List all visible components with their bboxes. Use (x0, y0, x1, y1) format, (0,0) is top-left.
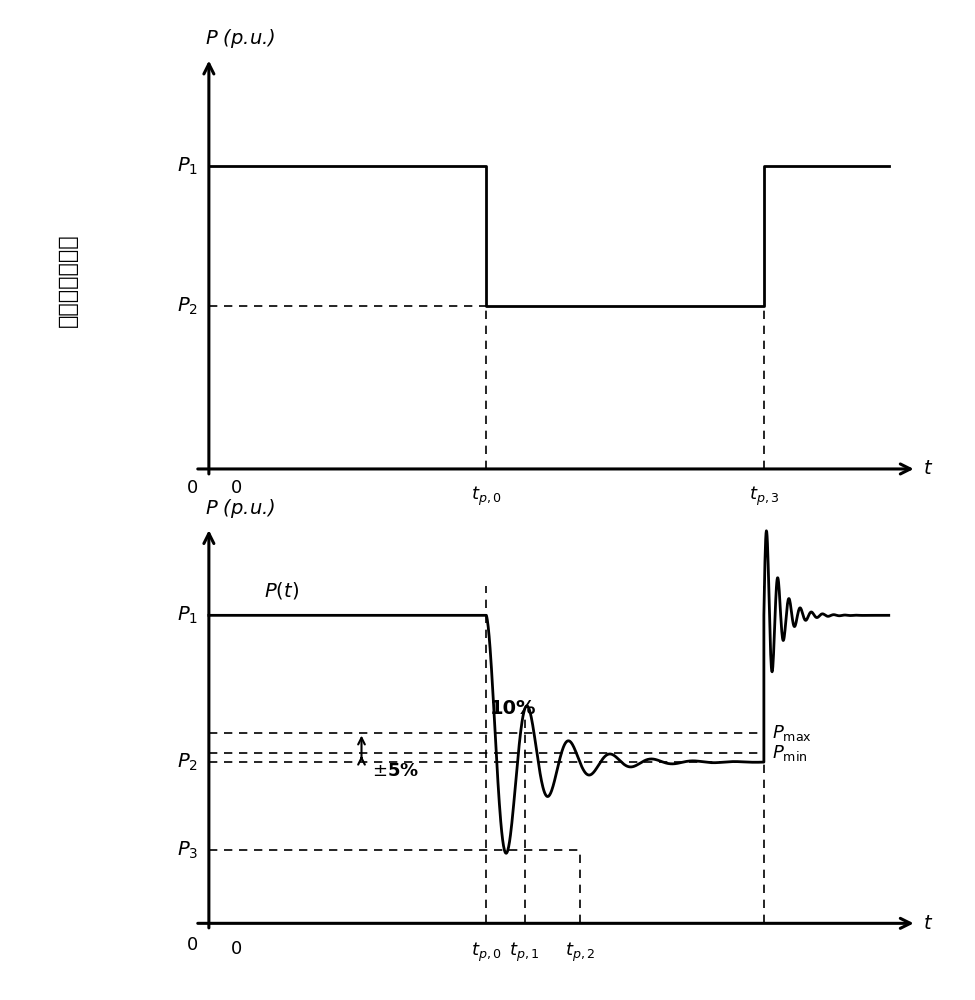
Text: $t_{p,0}$: $t_{p,0}$ (471, 485, 502, 508)
Text: $P_3$: $P_3$ (177, 839, 199, 861)
Text: $P_{\mathrm{min}}$: $P_{\mathrm{min}}$ (772, 743, 807, 763)
Text: $P_1$: $P_1$ (177, 605, 199, 626)
Text: $t_{p,2}$: $t_{p,2}$ (565, 941, 595, 964)
Text: $t$: $t$ (923, 459, 934, 478)
Text: 0: 0 (231, 940, 242, 958)
Text: $P$ (p.u.): $P$ (p.u.) (206, 497, 276, 520)
Text: $P$ (p.u.): $P$ (p.u.) (206, 27, 276, 50)
Text: $t_{p,3}$: $t_{p,3}$ (749, 485, 779, 508)
Text: 0: 0 (231, 479, 242, 497)
Text: $\pm$5%: $\pm$5% (371, 762, 419, 780)
Text: 0: 0 (187, 936, 199, 954)
Text: $P_{\mathrm{max}}$: $P_{\mathrm{max}}$ (772, 723, 812, 743)
Text: 0: 0 (187, 479, 199, 497)
Text: 有功功率设定値: 有功功率设定値 (58, 233, 78, 327)
Text: $P_2$: $P_2$ (177, 751, 199, 773)
Text: $P_1$: $P_1$ (177, 156, 199, 177)
Text: 10%: 10% (489, 699, 536, 718)
Text: $t_{p,1}$: $t_{p,1}$ (509, 941, 540, 964)
Text: $t_{p,0}$: $t_{p,0}$ (471, 941, 502, 964)
Text: $P_2$: $P_2$ (177, 295, 199, 317)
Text: $t$: $t$ (923, 914, 934, 933)
Text: $P(t)$: $P(t)$ (264, 580, 299, 601)
